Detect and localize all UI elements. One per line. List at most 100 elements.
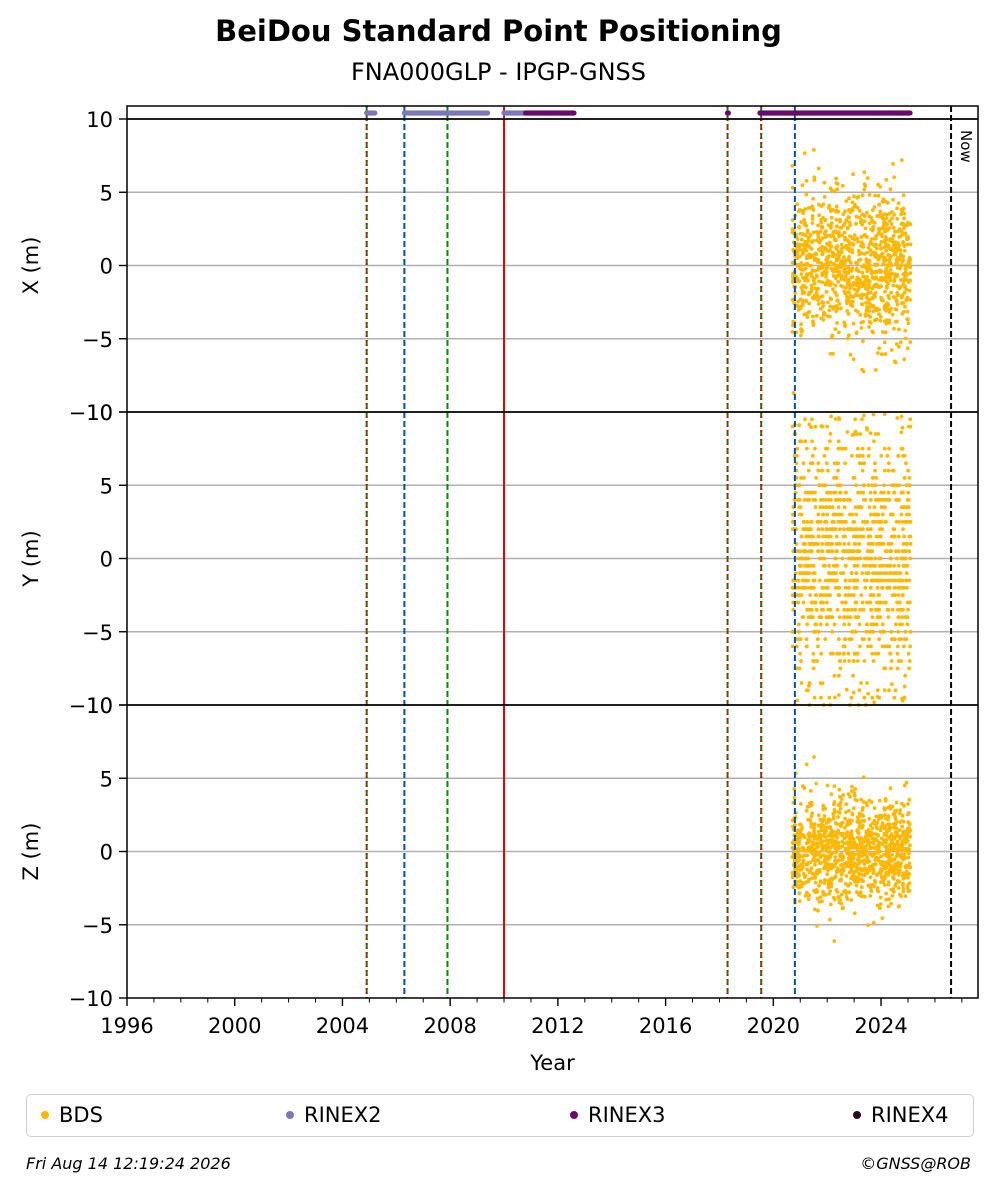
bds-point [801, 865, 805, 870]
bds-point [887, 446, 891, 451]
bds-point [851, 877, 856, 882]
bds-point [869, 498, 873, 502]
bds-point [884, 870, 889, 875]
bds-point [892, 695, 897, 700]
bds-point [871, 476, 876, 480]
bds-point [879, 490, 883, 495]
bds-point [832, 189, 837, 194]
bds-point [830, 505, 835, 510]
bds-point [884, 840, 888, 845]
bds-point [903, 284, 908, 289]
bds-point [871, 571, 875, 575]
bds-point [844, 874, 849, 878]
bds-point [901, 240, 905, 244]
bds-point [884, 177, 889, 182]
bds-point [806, 585, 811, 590]
bds-point [829, 542, 834, 546]
bds-point [798, 563, 802, 568]
bds-point [883, 813, 887, 817]
bds-point [810, 834, 815, 838]
bds-point [902, 644, 906, 649]
bds-point [867, 637, 872, 641]
bds-point [818, 229, 823, 234]
bds-point [845, 299, 850, 304]
bds-points-y [790, 412, 913, 707]
bds-point [790, 424, 795, 429]
bds-point [842, 527, 846, 532]
bds-point [800, 183, 805, 188]
bds-point [896, 607, 900, 612]
bds-point [797, 505, 802, 510]
bds-point [851, 172, 855, 177]
bds-point [866, 644, 870, 649]
bds-point [795, 880, 799, 884]
bds-point [813, 873, 818, 877]
bds-point [813, 880, 818, 885]
bds-point [880, 842, 884, 847]
bds-point [878, 895, 883, 900]
bds-point [822, 180, 827, 185]
bds-point [854, 512, 859, 517]
bds-point [906, 321, 911, 326]
bds-point [876, 432, 881, 436]
bds-point [887, 867, 892, 872]
bds-point [844, 802, 849, 807]
bds-point [896, 585, 900, 590]
bds-point [892, 279, 897, 283]
bds-point [897, 327, 901, 332]
bds-point [833, 858, 837, 863]
bds-point [841, 793, 846, 797]
bds-point [869, 512, 873, 517]
bds-point [880, 629, 884, 634]
bds-point [899, 847, 903, 852]
bds-point [889, 348, 894, 352]
bds-point [878, 534, 883, 539]
bds-point [798, 637, 803, 641]
bds-point [862, 862, 867, 866]
bds-point [870, 826, 875, 830]
bds-point [895, 284, 899, 288]
bds-point [899, 556, 904, 561]
bds-point [844, 258, 849, 262]
bds-point [879, 232, 884, 237]
bds-point [897, 534, 901, 539]
bds-point [874, 317, 879, 322]
bds-point [863, 894, 867, 899]
bds-point [892, 563, 896, 568]
bds-point [870, 867, 875, 871]
bds-point [815, 924, 819, 928]
y-tick-label: 10 [86, 401, 113, 425]
bds-point [820, 280, 824, 285]
y-tick-label: 0 [100, 841, 113, 865]
bds-point [824, 585, 829, 590]
bds-point [882, 412, 887, 416]
bds-point [810, 461, 815, 466]
bds-point [853, 542, 858, 546]
bds-point [825, 527, 830, 532]
bds-point [824, 289, 829, 294]
bds-point [883, 520, 888, 524]
bds-point [828, 527, 833, 532]
bds-point [886, 828, 891, 833]
bds-point [870, 329, 874, 334]
bds-point [836, 840, 841, 845]
bds-point [896, 886, 901, 890]
bds-point [835, 578, 839, 583]
bds-point [907, 600, 912, 605]
bds-point [825, 249, 829, 253]
bds-point [832, 815, 836, 819]
bds-point [891, 233, 896, 238]
bds-point [889, 542, 894, 546]
bds-point [826, 862, 831, 867]
bds-point [880, 200, 885, 204]
bds-point [886, 578, 891, 583]
bds-point [866, 454, 871, 458]
bds-point [905, 622, 910, 627]
bds-point [848, 881, 853, 886]
bds-point [866, 282, 871, 287]
bds-point [895, 206, 899, 211]
bds-point [887, 461, 891, 466]
bds-point [873, 857, 878, 862]
bds-point [812, 755, 816, 759]
bds-point [832, 461, 837, 466]
